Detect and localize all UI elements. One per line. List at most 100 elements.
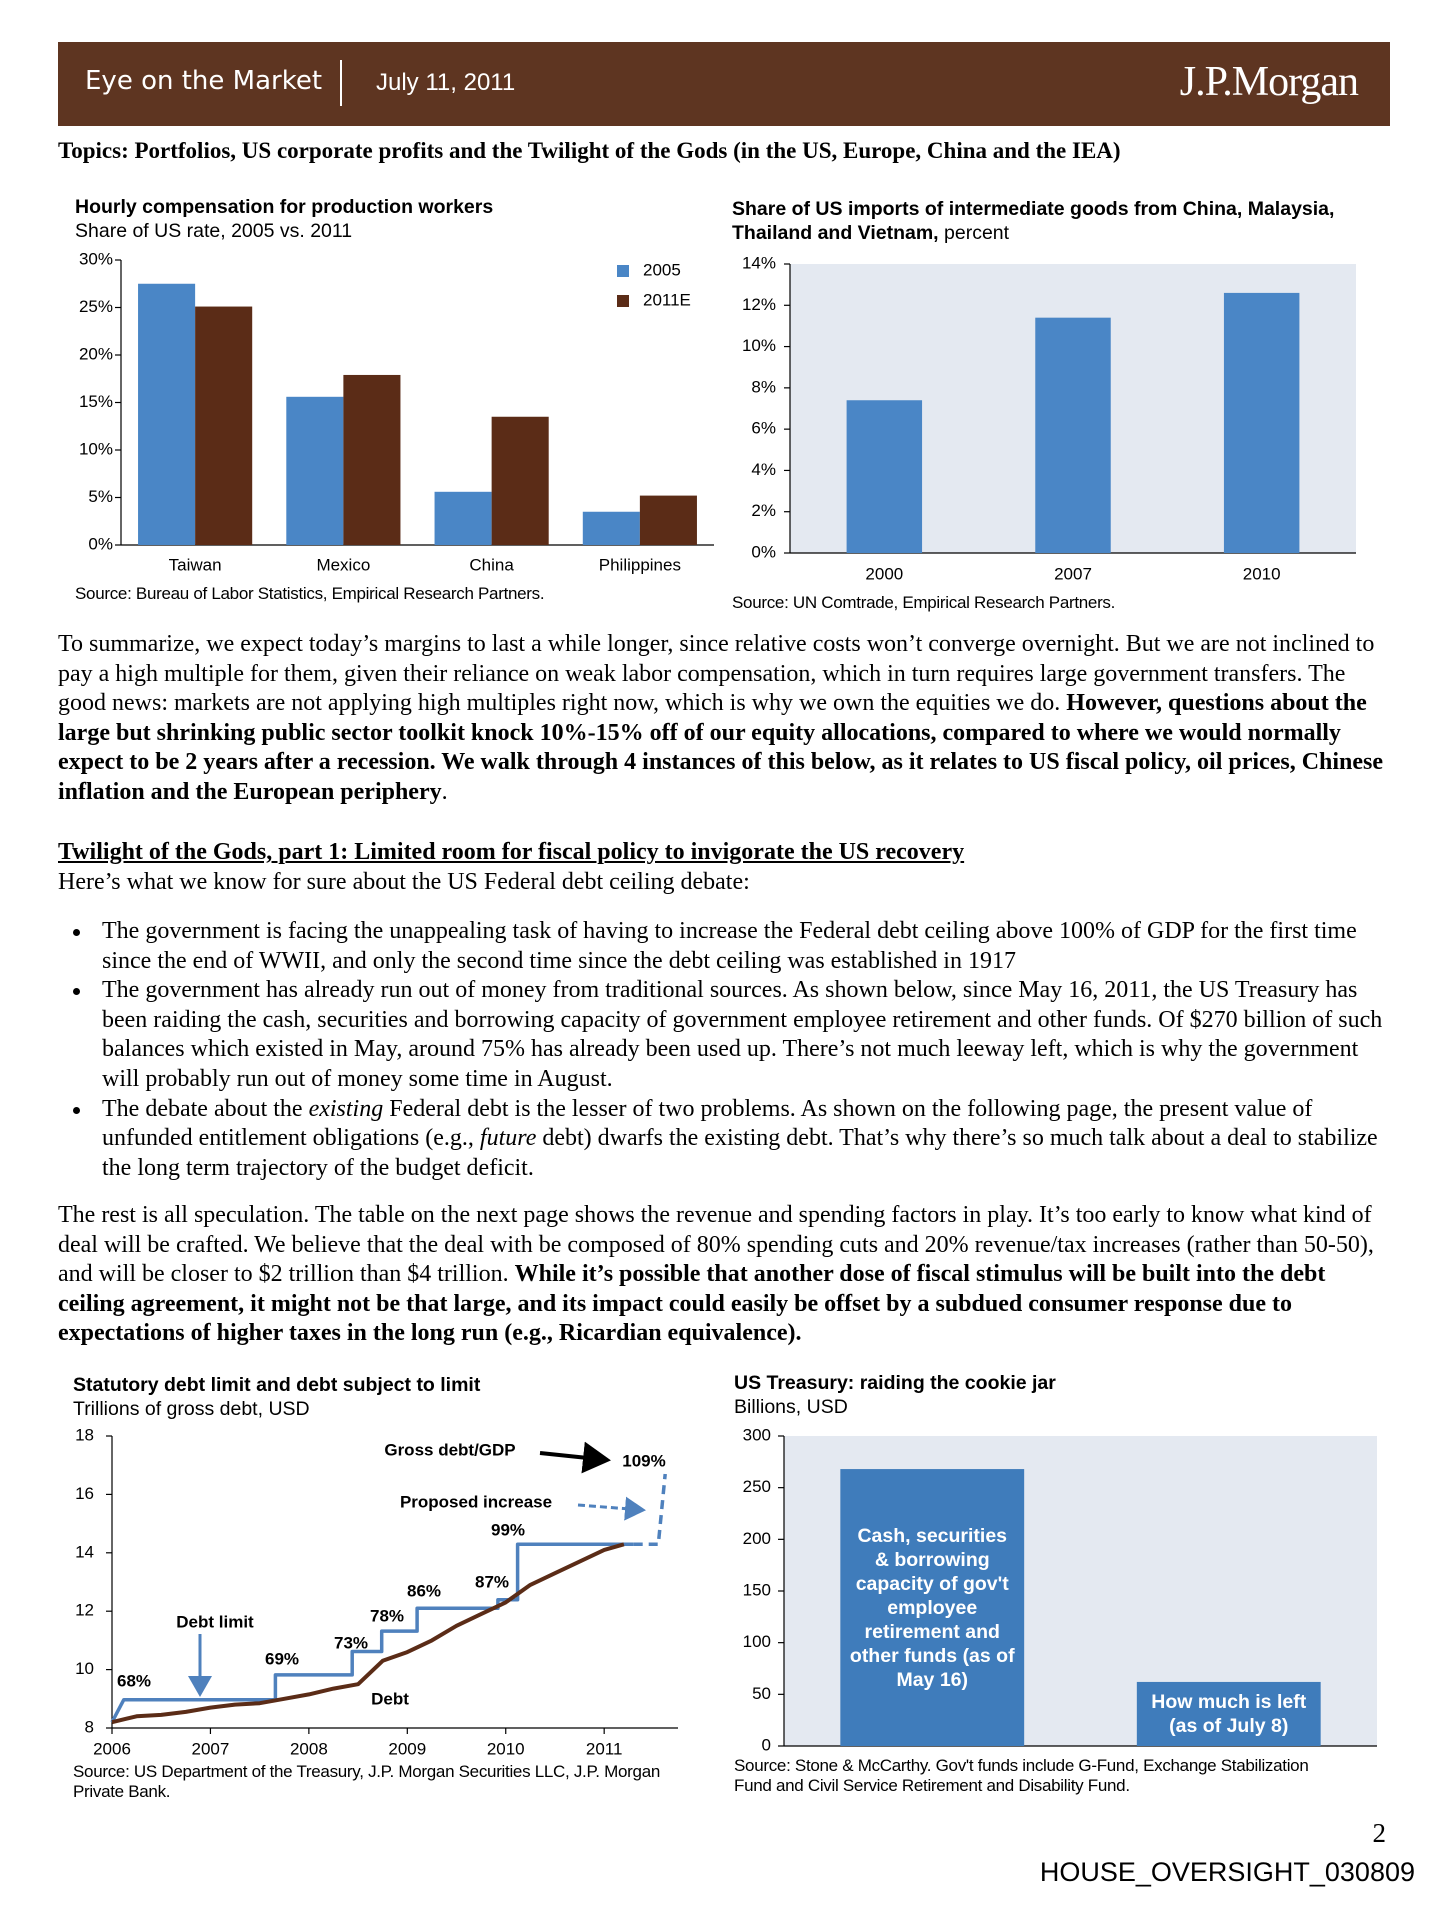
y-tick-label: 25% <box>79 297 113 316</box>
x-tick-label: China <box>469 555 514 574</box>
text-run: To summarize, we expect today’s margins … <box>58 631 1375 717</box>
chart-title-block: Statutory debt limit and debt subject to… <box>73 1373 713 1421</box>
annotation: 99% <box>491 1520 525 1539</box>
chart-subtitle: percent <box>944 222 1010 244</box>
header-brand: J.P.Morgan <box>1179 59 1359 105</box>
series-label: Proposed increase <box>400 1492 552 1511</box>
x-tick-label: 2000 <box>865 564 903 583</box>
chart-source: Source: Stone & McCarthy. Gov't funds in… <box>734 1756 1309 1795</box>
bold-text-run: However, questions about the large but s… <box>58 690 1384 805</box>
y-tick-label: 30% <box>79 249 113 268</box>
bar-label: Cash, securities & borrowing capacity of… <box>849 1524 1015 1691</box>
bar <box>286 396 344 545</box>
y-tick-label: 0% <box>751 542 776 561</box>
y-tick-label: 150 <box>743 1580 771 1599</box>
bullet-text: The debate about the existing Federal de… <box>102 1095 1388 1184</box>
section-heading: Twilight of the Gods, part 1: Limited ro… <box>58 839 965 865</box>
annotation: 69% <box>265 1649 299 1668</box>
text-run: Federal debt is the lesser of two proble… <box>102 1095 1313 1152</box>
y-tick-label: 5% <box>88 487 113 506</box>
y-tick-label: 250 <box>743 1477 771 1496</box>
chart-title-block: Share of US imports of intermediate good… <box>732 197 1372 245</box>
chart-source: Source: US Department of the Treasury, J… <box>73 1762 660 1801</box>
x-tick-label: 2011 <box>586 1739 623 1758</box>
y-tick-label: 8 <box>85 1717 94 1736</box>
annotation: 73% <box>334 1633 368 1652</box>
chart-title: Hourly compensation for production worke… <box>75 196 494 218</box>
text-run: The government is facing the unappealing… <box>102 918 1357 974</box>
document-id: HOUSE_OVERSIGHT_030809 <box>1039 1857 1415 1887</box>
legend-label: 2011E <box>643 290 691 309</box>
header-separator <box>340 60 342 106</box>
line-series <box>633 1473 667 1547</box>
y-tick-label: 300 <box>743 1425 771 1444</box>
bar <box>840 1469 1025 1746</box>
y-tick-label: 10 <box>75 1659 94 1678</box>
y-tick-label: 100 <box>743 1632 771 1651</box>
arrow <box>539 1441 611 1474</box>
text-run: The rest is all speculation. The table o… <box>58 1202 1374 1288</box>
line-series <box>111 1542 625 1725</box>
y-tick-label: 0% <box>88 534 113 553</box>
italic-text-run: existing <box>308 1095 384 1122</box>
y-tick-label: 10% <box>79 439 113 458</box>
y-tick-label: 2% <box>751 501 776 520</box>
x-tick-label: 2007 <box>192 1739 230 1758</box>
x-tick-label: 2009 <box>388 1739 426 1758</box>
chart-title: Share of US imports of intermediate good… <box>732 198 1335 244</box>
bar-label: How much is left (as of July 8) <box>1151 1690 1307 1737</box>
header-date: July 11, 2011 <box>376 69 516 96</box>
x-tick-label: 2007 <box>1054 564 1092 583</box>
y-tick-label: 16 <box>75 1484 94 1503</box>
annotation: 86% <box>407 1581 441 1600</box>
x-tick-label: 2010 <box>487 1739 525 1758</box>
chart-title: US Treasury: raiding the cookie jar <box>734 1372 1056 1394</box>
page-number: 2 <box>1372 1818 1387 1848</box>
y-tick-label: 15% <box>79 392 113 411</box>
x-tick-label: Taiwan <box>169 555 222 574</box>
bar-label-box: Cash, securities & borrowing capacity of… <box>849 1524 1015 1691</box>
arrow <box>577 1496 646 1521</box>
bullet-item: The government is facing the unappealing… <box>58 917 1388 976</box>
bar <box>434 491 492 545</box>
bar <box>138 283 196 545</box>
chart-source: Source: UN Comtrade, Empirical Research … <box>732 593 1116 612</box>
bar <box>846 400 923 553</box>
bullet-dot <box>73 988 80 996</box>
annotation: 87% <box>475 1572 509 1591</box>
bar <box>1223 292 1300 553</box>
chart-title-block: Hourly compensation for production worke… <box>75 195 715 243</box>
y-tick-label: 10% <box>742 336 776 355</box>
bar-label-box: How much is left (as of July 8) <box>1151 1690 1307 1737</box>
y-tick-label: 18 <box>75 1425 94 1444</box>
y-tick-label: 0 <box>762 1735 771 1754</box>
chart-title: Statutory debt limit and debt subject to… <box>73 1374 481 1396</box>
y-tick-label: 50 <box>752 1684 771 1703</box>
series-label: Debt <box>371 1689 409 1708</box>
text-run: . <box>441 778 448 805</box>
italic-text-run: future <box>479 1125 537 1152</box>
bar <box>582 511 640 545</box>
x-tick-label: 2008 <box>290 1739 328 1758</box>
bullet-dot <box>73 1106 80 1114</box>
y-tick-label: 6% <box>751 419 776 438</box>
topics: Topics: Portfolios, US corporate profits… <box>58 138 1121 163</box>
annotation-title: Gross debt/GDP <box>384 1440 515 1459</box>
bullet-item: The debate about the existing Federal de… <box>58 1095 1388 1184</box>
legend-label: 2005 <box>643 260 681 279</box>
x-tick-label: 2010 <box>1243 564 1281 583</box>
y-tick-label: 8% <box>751 377 776 396</box>
x-tick-label: 2006 <box>93 1739 131 1758</box>
y-tick-label: 20% <box>79 344 113 363</box>
bullet-text: The government has already run out of mo… <box>102 976 1388 1094</box>
bullet-item: The government has already run out of mo… <box>58 976 1388 1094</box>
annotation: 109% <box>622 1451 665 1470</box>
legend-swatch <box>617 295 629 307</box>
y-tick-label: 14% <box>742 253 776 272</box>
bar <box>491 416 549 545</box>
y-tick-label: 14 <box>75 1542 94 1561</box>
bullet-list: The government is facing the unappealing… <box>58 917 1388 1183</box>
chart-source: Source: Bureau of Labor Statistics, Empi… <box>75 584 545 603</box>
bar <box>1136 1681 1321 1746</box>
